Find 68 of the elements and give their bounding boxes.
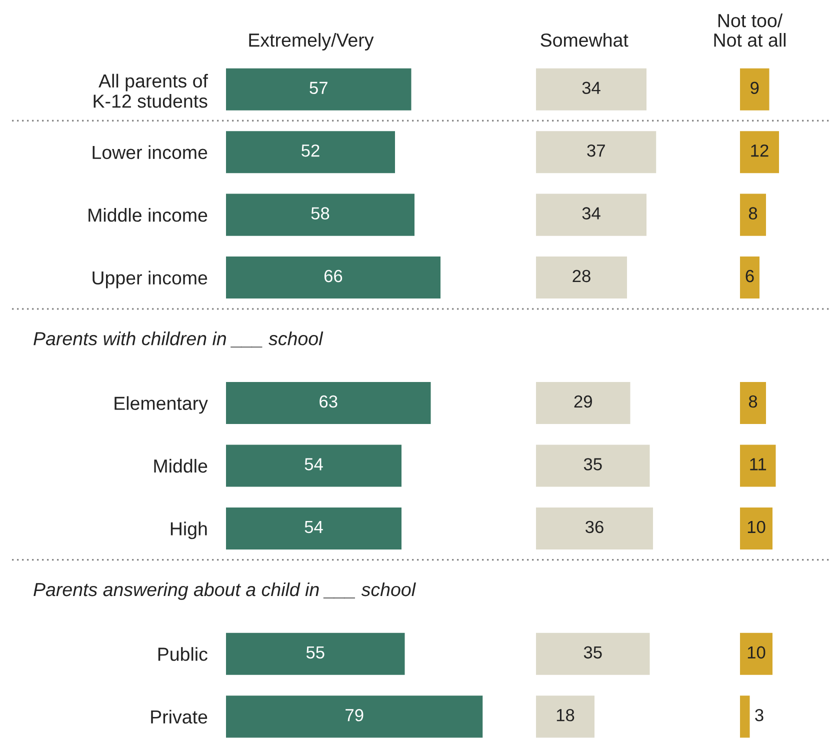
bar: [536, 194, 646, 236]
y-tick-label: Private: [151, 710, 208, 724]
bar: [740, 632, 772, 675]
data-label: 8: [748, 207, 758, 220]
bar: [536, 696, 594, 738]
data-label: 34: [582, 82, 600, 94]
bar: [536, 382, 630, 424]
y-tick-label: Elementary: [114, 396, 208, 414]
bar: [536, 256, 627, 299]
y-tick-label: High: [170, 522, 207, 540]
bar: [226, 632, 405, 675]
bar: [536, 131, 656, 174]
data-label: 63: [320, 395, 338, 408]
bar: [536, 444, 650, 487]
bar: [740, 131, 779, 174]
data-label: 3: [755, 709, 764, 722]
data-label: 9: [750, 82, 759, 94]
y-tick-label: Middle: [154, 458, 208, 473]
bar: [740, 382, 766, 424]
bar: [226, 68, 412, 110]
bar: [226, 444, 402, 487]
data-label: 58: [311, 207, 330, 220]
data-label: 37: [587, 144, 605, 157]
y-tick-label: Public: [158, 647, 208, 661]
bar: [226, 131, 395, 174]
y-tick-label: Lower income: [92, 145, 208, 160]
y-tick-label: Upper income: [92, 270, 208, 288]
data-label: 11: [750, 458, 766, 470]
data-label: 79: [346, 709, 364, 722]
data-label: 36: [586, 520, 604, 534]
data-label: 10: [748, 646, 766, 659]
data-label: 8: [748, 395, 758, 408]
bar: [740, 444, 776, 487]
bar: [740, 194, 766, 236]
data-label: 18: [556, 709, 574, 722]
annotation: Parents with children in ___ school: [34, 332, 324, 348]
chart-title: Extremely/Very: [249, 32, 374, 50]
bar: [740, 256, 760, 299]
y-tick-label: Middle income: [88, 208, 208, 222]
data-label: 54: [304, 521, 323, 534]
chart-title: Somewhat: [540, 32, 628, 47]
bar: [740, 696, 750, 738]
y-tick-label: All parents of K-12 students: [94, 74, 208, 108]
bar: [226, 256, 440, 299]
bar: [536, 507, 653, 550]
data-label: 66: [324, 270, 342, 282]
chart-title: Not too/ Not at all: [714, 13, 786, 47]
bar: [226, 696, 483, 738]
bar: [536, 68, 646, 110]
bar: [226, 382, 431, 424]
data-label: 52: [302, 144, 320, 157]
data-label: 35: [584, 458, 602, 470]
data-label: 54: [304, 458, 323, 470]
data-label: 10: [748, 520, 766, 534]
data-label: 12: [751, 144, 768, 157]
bar: [740, 68, 770, 110]
bar: [740, 507, 772, 550]
data-label: 34: [582, 207, 600, 220]
data-label: 6: [746, 270, 754, 282]
data-label: 29: [574, 395, 592, 408]
data-label: 35: [584, 646, 602, 659]
data-label: 28: [572, 270, 590, 282]
bar: [536, 632, 650, 675]
data-label: 55: [306, 646, 324, 659]
annotation: Parents answering about a child in ___ school: [34, 582, 416, 600]
data-label: 57: [310, 82, 328, 94]
bar: [226, 507, 402, 550]
bar: [226, 194, 414, 236]
